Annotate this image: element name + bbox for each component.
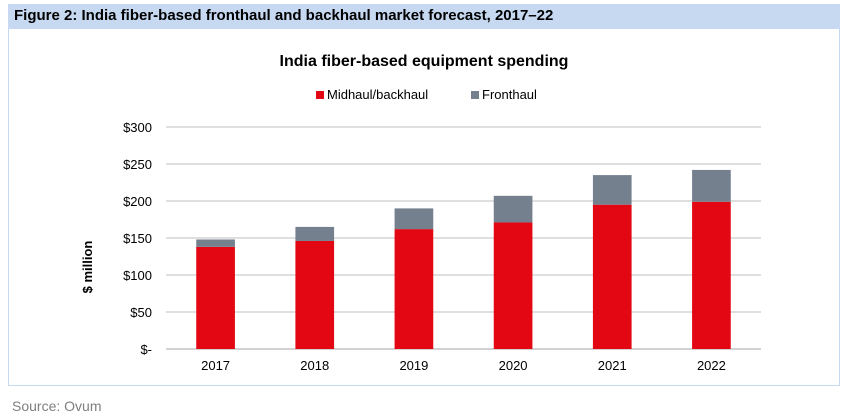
source-note: Source: Ovum [12,398,102,414]
bar-midhaul-2021 [592,204,632,349]
chart-frame: India fiber-based equipment spending Mid… [8,28,840,386]
y-tick-label: $300 [123,120,152,135]
y-tick-label: $- [140,342,152,357]
y-tick-label: $150 [123,231,152,246]
legend-label-fronthaul: Fronthaul [482,87,537,102]
y-tick-label: $100 [123,268,152,283]
y-tick-label: $250 [123,157,152,172]
x-axis-ticks: 2017 2018 2019 2020 2021 2022 [201,358,726,373]
bar-fronthaul-2019 [394,208,434,230]
gridlines [166,126,761,350]
x-tick-label: 2017 [201,358,230,373]
bar-midhaul-2018 [295,240,335,349]
bar-midhaul-2022 [692,201,731,349]
bar-fronthaul-2020 [493,195,533,223]
x-tick-label: 2019 [399,358,428,373]
bars [196,169,731,349]
stacked-bar-chart: India fiber-based equipment spending Mid… [80,53,761,373]
bar-midhaul-2017 [196,246,235,349]
y-tick-label: $200 [123,194,152,209]
legend-label-midhaul: Midhaul/backhaul [327,87,428,102]
chart-title: India fiber-based equipment spending [280,53,569,70]
x-tick-label: 2018 [300,358,329,373]
y-tick-label: $50 [130,305,152,320]
bar-fronthaul-2017 [196,239,235,247]
x-tick-label: 2022 [697,358,726,373]
bar-midhaul-2019 [394,229,434,349]
bar-fronthaul-2018 [295,226,335,241]
y-axis-ticks: $- $50 $100 $150 $200 $250 $300 [123,120,152,357]
figure-caption: Figure 2: India fiber-based fronthaul an… [8,4,840,28]
legend-swatch-fronthaul [471,91,479,99]
bar-fronthaul-2022 [692,169,731,202]
bar-midhaul-2020 [493,222,533,349]
y-axis-label: $ million [80,241,95,294]
bar-fronthaul-2021 [592,175,632,205]
x-tick-label: 2021 [598,358,627,373]
legend-swatch-midhaul [316,91,324,99]
x-tick-label: 2020 [499,358,528,373]
legend: Midhaul/backhaul Fronthaul [316,87,537,102]
